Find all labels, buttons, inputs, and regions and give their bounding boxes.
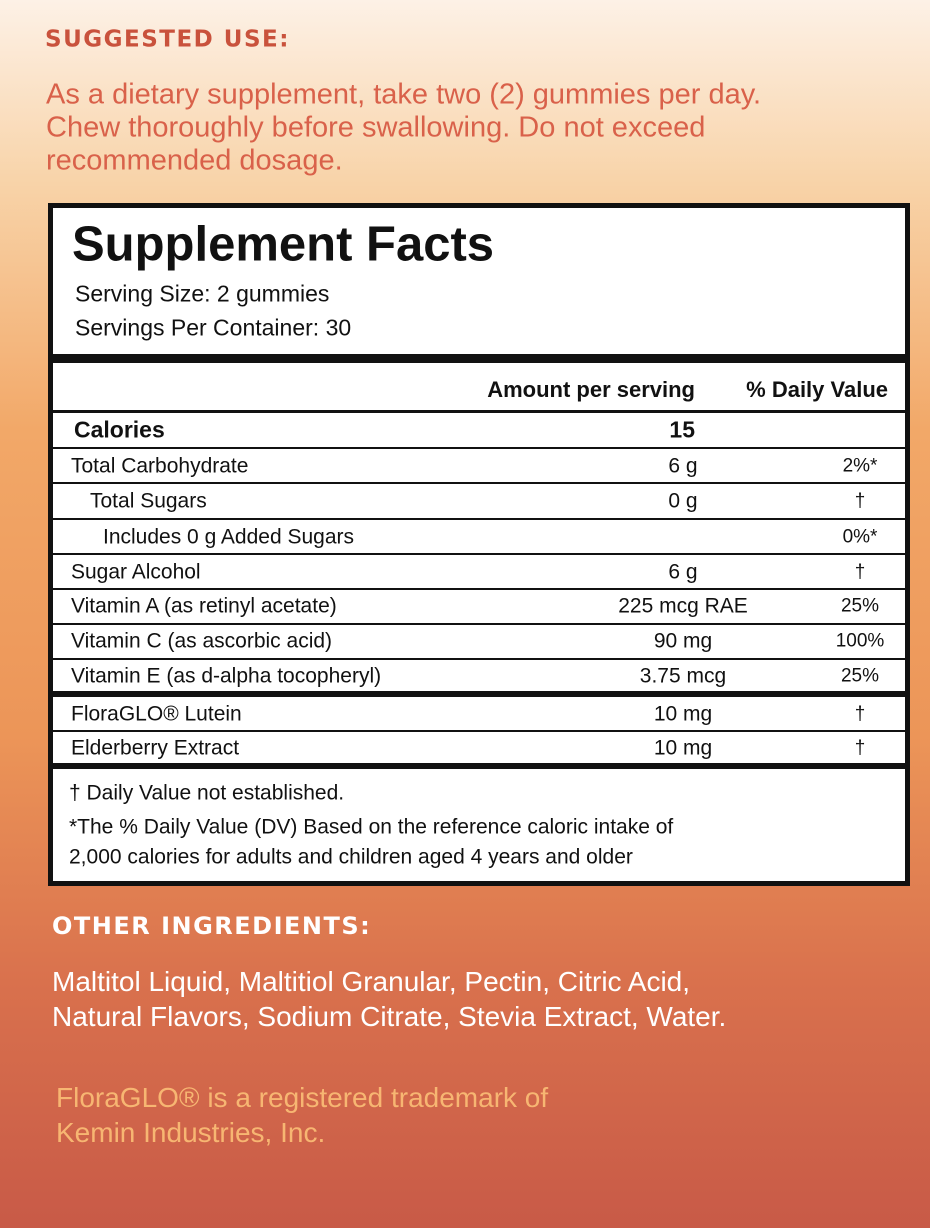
serving-size: Serving Size: 2 gummies: [75, 280, 330, 307]
footnote: † Daily Value not established.: [69, 781, 345, 805]
rule: [53, 691, 905, 697]
servings-per-container: Servings Per Container: 30: [75, 314, 352, 341]
daily-value: 25%: [840, 595, 880, 617]
nutrient-name: Vitamin C (as ascorbic acid): [71, 629, 333, 653]
column-header: Amount per serving: [487, 377, 695, 402]
rule: [53, 410, 905, 413]
rule: [53, 518, 905, 520]
nutrient-name: FloraGLO® Lutein: [71, 702, 242, 726]
nutrient-name: Elderberry Extract: [71, 736, 240, 760]
footnote: 2,000 calories for adults and children a…: [69, 845, 633, 869]
daily-value: 25%: [840, 665, 880, 687]
rule: [53, 763, 905, 769]
daily-value: †: [854, 703, 866, 725]
body-text: Chew thoroughly before swallowing. Do no…: [46, 111, 706, 144]
body-text: Natural Flavors, Sodium Citrate, Stevia …: [52, 1001, 727, 1032]
nutrient-name: Vitamin A (as retinyl acetate): [71, 594, 337, 618]
rule: [53, 482, 905, 484]
amount: 10 mg: [653, 736, 713, 760]
rule: [53, 354, 905, 363]
section-heading: OTHER INGREDIENTS:: [52, 912, 372, 940]
daily-value: †: [854, 737, 866, 759]
daily-value: 100%: [835, 630, 885, 652]
rule: [53, 623, 905, 625]
body-text: Maltitol Liquid, Maltitiol Granular, Pec…: [52, 966, 691, 997]
amount: 15: [669, 416, 695, 443]
rule: [53, 730, 905, 732]
rule: [53, 588, 905, 590]
nutrient-name: Total Carbohydrate: [71, 454, 249, 478]
nutrient-name: Total Sugars: [90, 489, 207, 513]
amount: 6 g: [668, 560, 698, 584]
body-text: recommended dosage.: [46, 144, 343, 177]
nutrient-name: Includes 0 g Added Sugars: [103, 525, 355, 549]
amount: 0 g: [668, 489, 698, 513]
footnote: *The % Daily Value (DV) Based on the ref…: [69, 815, 674, 839]
body-text: As a dietary supplement, take two (2) gu…: [46, 78, 762, 111]
trademark-text: Kemin Industries, Inc.: [56, 1117, 326, 1148]
section-heading: SUGGESTED USE:: [45, 26, 290, 53]
amount: 6 g: [668, 454, 698, 478]
supplement-facts-panel: Supplement Facts Serving Size: 2 gummies S…: [48, 203, 910, 886]
amount: 225 mcg RAE: [618, 594, 748, 618]
nutrient-name: Vitamin E (as d-alpha tocopheryl): [71, 664, 382, 688]
trademark-text: FloraGLO® is a registered trademark of: [56, 1082, 549, 1113]
column-header: % Daily Value: [746, 377, 888, 402]
nutrient-name: Calories: [74, 416, 165, 443]
daily-value: †: [854, 561, 866, 583]
rule: [53, 447, 905, 449]
panel-title: Supplement Facts: [72, 217, 495, 272]
nutrient-name: Sugar Alcohol: [71, 560, 201, 584]
daily-value: 0%*: [842, 526, 878, 548]
amount: 90 mg: [653, 629, 713, 653]
amount: 10 mg: [653, 702, 713, 726]
daily-value: †: [854, 490, 866, 512]
amount: 3.75 mcg: [639, 664, 727, 688]
rule: [53, 658, 905, 660]
daily-value: 2%*: [842, 455, 878, 477]
rule: [53, 553, 905, 555]
